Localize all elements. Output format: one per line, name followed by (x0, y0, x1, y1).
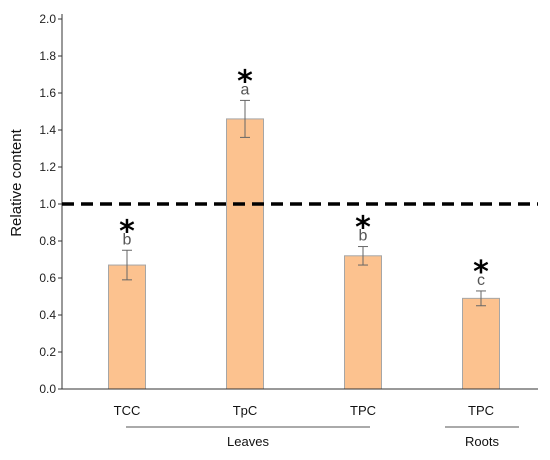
y-tick-label: 2.0 (39, 12, 56, 26)
significance-letter: c (477, 272, 485, 289)
y-tick-label: 0.0 (39, 382, 56, 396)
y-tick-label: 1.6 (39, 86, 56, 100)
bars (108, 99, 500, 390)
group-label: Leaves (227, 434, 269, 449)
y-tick-label: 0.2 (39, 345, 56, 359)
annotations: b*a*b*c* (62, 64, 538, 290)
significance-star: * (473, 255, 489, 290)
x-tick-label: TCC (114, 403, 141, 418)
y-tick-label: 1.4 (39, 123, 56, 137)
significance-star: * (237, 64, 253, 99)
significance-star: * (119, 214, 135, 249)
x-tick-label: TpC (233, 403, 258, 418)
significance-letter: b (123, 231, 132, 248)
x-tick-label: TPC (350, 403, 376, 418)
bar (344, 255, 382, 390)
significance-letter: a (241, 81, 250, 98)
significance-star: * (355, 211, 371, 246)
bar (462, 297, 500, 390)
y-tick-label: 1.2 (39, 160, 56, 174)
group-brackets: Leaves Roots (126, 426, 519, 449)
significance-letter: b (359, 228, 368, 245)
y-tick-label: 1.8 (39, 49, 56, 63)
y-axis: 0.0 0.2 0.4 0.6 0.8 1.0 1.2 1.4 1.6 1.8 2.0 (39, 12, 63, 396)
bar (226, 118, 264, 390)
group-label: Roots (465, 434, 499, 449)
x-axis: TCC TpC TPC TPC (62, 388, 538, 418)
y-tick-label: 0.6 (39, 271, 56, 285)
y-tick-label: 0.4 (39, 308, 56, 322)
y-axis-title: Relative content (8, 128, 25, 236)
bar (108, 264, 146, 390)
y-tick-label: 1.0 (39, 197, 56, 211)
x-tick-label: TPC (468, 403, 494, 418)
y-tick-label: 0.8 (39, 234, 56, 248)
